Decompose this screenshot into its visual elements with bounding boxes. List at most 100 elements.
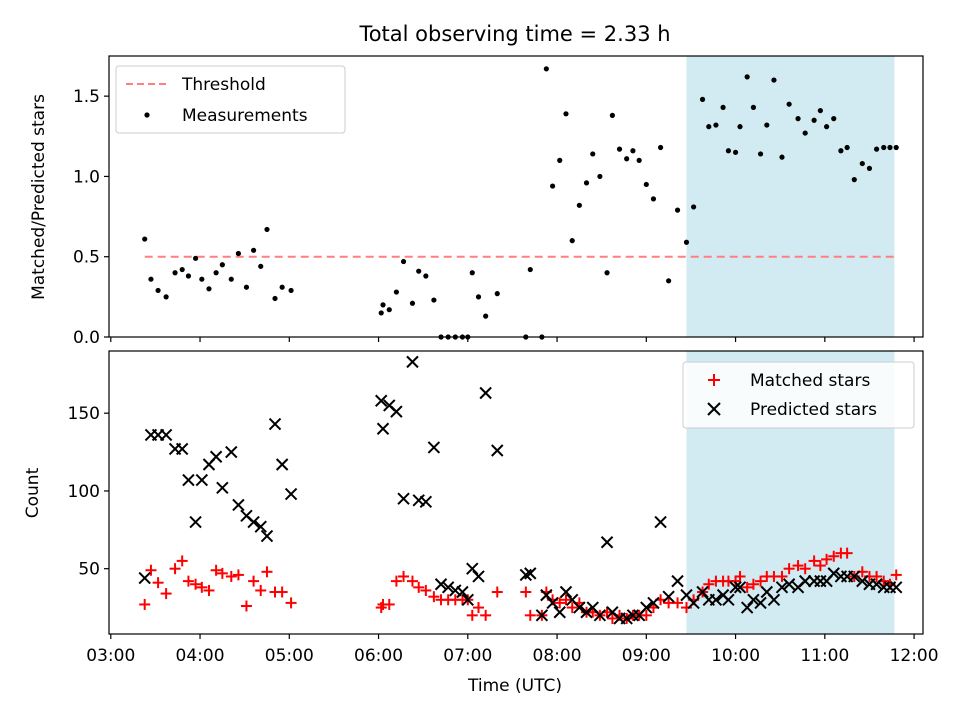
predicted-star-stroke-b [479,386,492,400]
measurement-point [400,258,407,265]
matched-star-point [196,581,208,593]
matched-star-point [285,597,297,609]
predicted-star-stroke-b [740,601,754,614]
predicted-star-point [216,481,229,495]
predicted-star-point [491,444,504,457]
measurement-point [378,310,384,316]
predicted-star-stroke-b [189,515,202,529]
predicted-star-stroke-b [240,509,253,523]
measurement-point [844,144,850,151]
bottom-x-tick-label: 07:00 [443,646,492,666]
predicted-star-point [406,355,419,369]
predicted-star-stroke-b [647,596,660,610]
matched-star-point [821,553,833,565]
measurement-point [431,297,437,303]
predicted-star-point [159,428,173,442]
predicted-star-stroke-b [419,495,433,509]
predicted-star-stroke-b [175,442,189,456]
predicted-star-stroke-b [472,570,485,583]
predicted-star-point [754,596,767,610]
predicted-star-stroke-b [848,570,861,583]
predicted-star-point [890,581,903,594]
predicted-star-stroke-b [449,584,462,597]
measurement-point [279,284,285,290]
bottom-x-tick-label: 04:00 [176,646,225,666]
measurement-point [706,124,712,130]
measurement-point [609,112,615,119]
measurement-point [549,183,556,189]
measurement-point [494,291,500,297]
measurement-point [235,250,242,257]
matched-star-point [776,570,788,582]
predicted-star-stroke-b [620,612,633,625]
matched-star-point [276,586,288,598]
matched-star-point [554,597,566,609]
predicted-star-point [798,574,812,588]
predicted-star-stroke-b [535,609,549,622]
matched-star-point [828,550,840,562]
predicted-star-point [848,570,861,583]
bottom-x-tick-label: 12:00 [890,646,939,666]
predicted-star-point [189,515,202,529]
measurement-point [393,289,399,295]
measurement-point [590,151,596,157]
predicted-star-point [284,487,298,501]
predicted-star-point [138,571,151,585]
bottom-x-tick-label: 03:00 [86,646,135,666]
matched-star-point [890,569,902,581]
measurement-point [824,124,830,130]
top-legend: Threshold Measurements [115,65,346,134]
predicted-star-stroke-b [232,498,245,512]
predicted-star-point [247,515,260,529]
measurement-point [866,165,873,171]
predicted-star-stroke-b [640,601,653,614]
predicted-star-point [376,422,390,435]
predicted-star-stroke-b [412,494,425,507]
measurement-point [887,144,893,151]
measurement-point [795,116,801,122]
predicted-star-point [461,593,475,606]
predicted-star-stroke-b [870,578,883,591]
predicted-star-stroke-b [856,574,869,588]
measurement-point [206,286,212,292]
predicted-star-point [546,596,559,610]
bottom-legend-box [682,361,915,429]
top-plot-frame [108,55,924,338]
predicted-star-stroke-b [441,581,455,594]
predicted-star-point [209,450,223,463]
top-y-tick-label: 1.0 [73,167,100,187]
predicted-star-point [782,578,796,591]
predicted-star-stroke-b [696,585,709,599]
matched-star-point [566,602,578,614]
top-y-axis: 0.0 0.5 1.0 1.5 [73,87,109,348]
predicted-star-stroke-b [662,590,675,603]
predicted-star-point [535,609,549,622]
bottom-x-axis: 03:00 04:00 05:00 06:00 07:00 08:00 09:00 10:00… [86,634,939,666]
matched-star-point [606,612,618,624]
predicted-star-stroke-b [138,571,151,585]
matched-star-point [466,609,478,621]
measurement-point [264,226,270,233]
matched-star-point [413,581,425,593]
measurement-point [683,239,690,245]
measurement-point [213,270,219,276]
measurement-point [657,144,664,151]
predicted-star-point [775,581,789,594]
predicted-star-point [671,574,684,588]
measurement-point [851,177,857,183]
predicted-star-stroke-b [216,481,229,495]
measurement-point [243,284,250,290]
predicted-star-stroke-b [159,428,173,442]
predicted-star-point [620,612,633,625]
measurement-point [142,236,148,242]
measurement-point [802,130,808,136]
matched-star-point [248,575,260,587]
predicted-star-stroke-b [890,581,903,594]
measurement-point [557,157,563,163]
top-y-tick-label: 1.5 [73,87,100,107]
measurement-point [666,278,672,284]
measurement-point [744,74,750,80]
measurement-point [720,104,726,110]
predicted-star-point [740,601,754,614]
predicted-star-stroke-b [827,567,840,580]
